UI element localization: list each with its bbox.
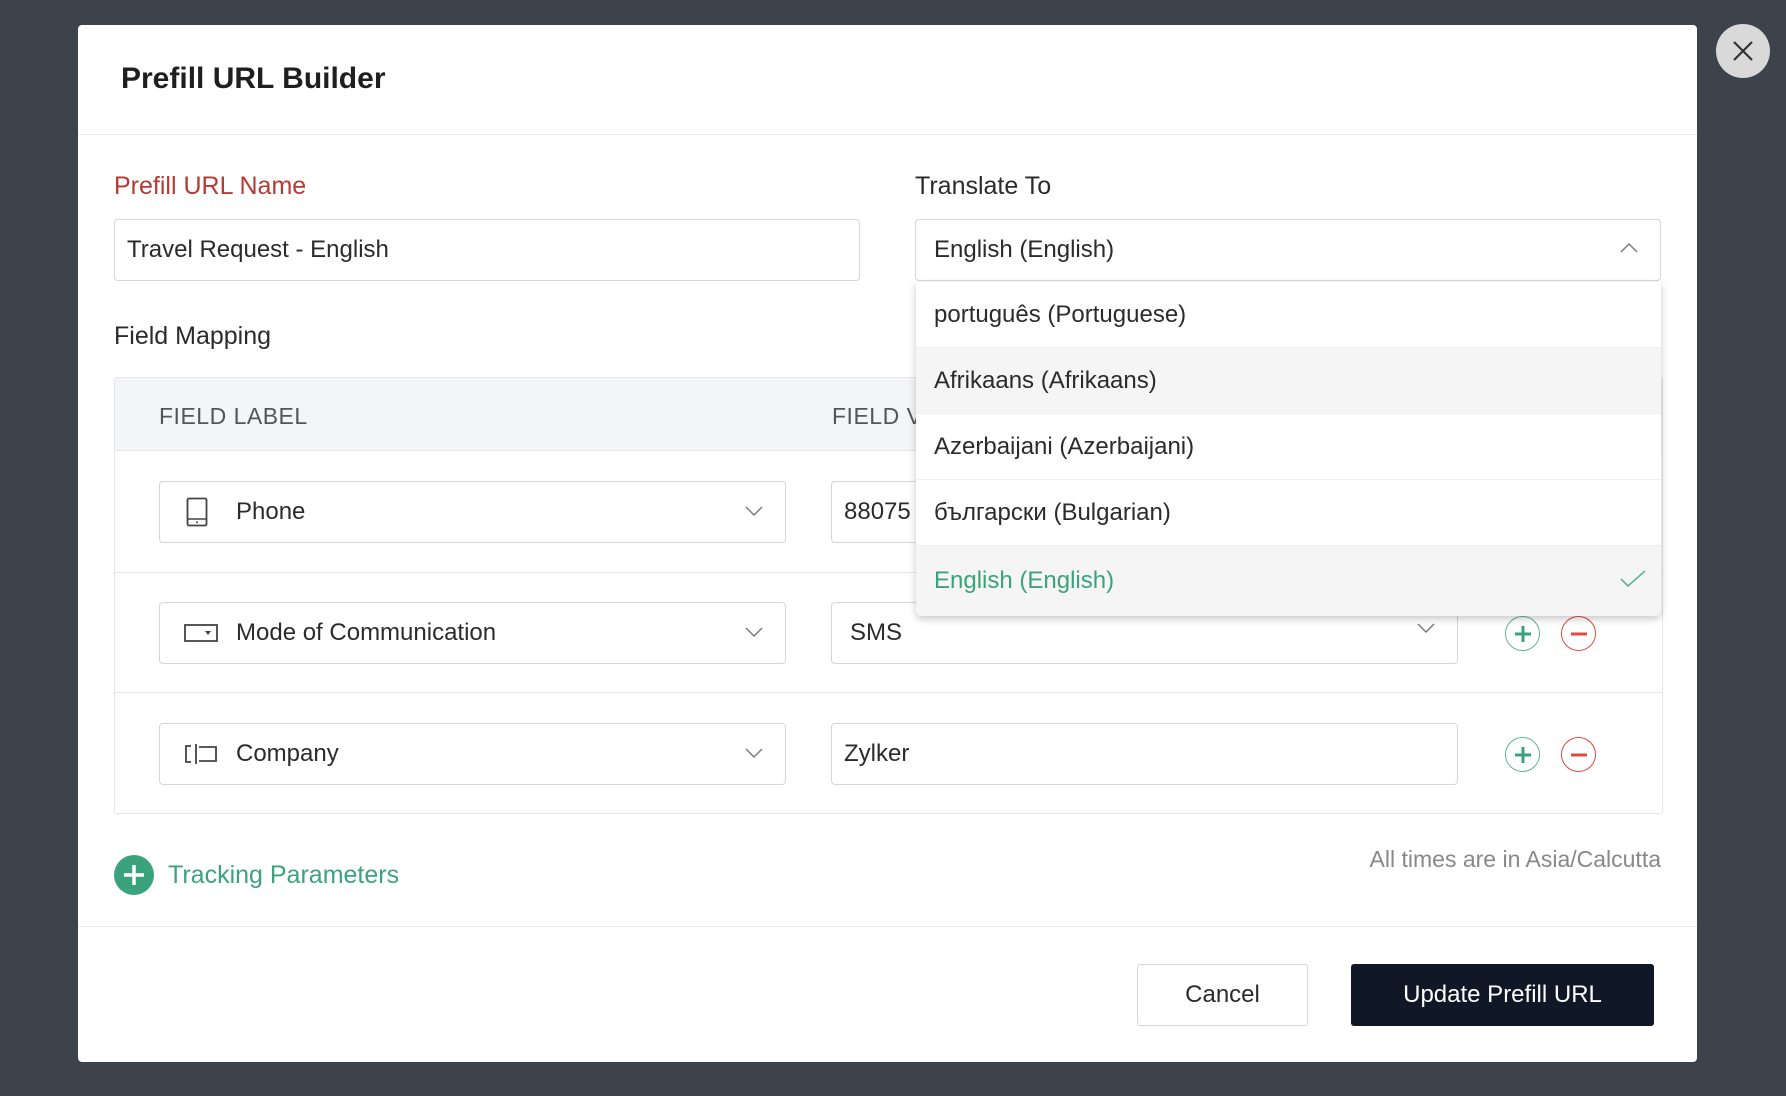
dialog-title: Prefill URL Builder xyxy=(121,62,386,95)
cancel-button[interactable]: Cancel xyxy=(1137,964,1308,1026)
row-divider xyxy=(115,692,1662,693)
plus-icon xyxy=(1514,746,1531,763)
field-label-select-company[interactable]: Company xyxy=(159,723,786,785)
update-prefill-url-button[interactable]: Update Prefill URL xyxy=(1351,964,1654,1026)
minus-icon xyxy=(1570,753,1587,756)
close-button[interactable] xyxy=(1716,24,1770,78)
field-label-value: Company xyxy=(236,740,339,767)
check-icon xyxy=(1620,570,1646,588)
tracking-parameters-label: Tracking Parameters xyxy=(168,860,400,889)
timezone-note: All times are in Asia/Calcutta xyxy=(1369,846,1661,872)
field-value-input-phone[interactable]: 88075 xyxy=(831,481,921,543)
option-label: English (English) xyxy=(934,567,1115,594)
chevron-down-icon xyxy=(745,748,763,758)
add-row-button[interactable] xyxy=(1505,737,1540,772)
close-icon xyxy=(1733,41,1753,61)
column-header-field-label: FIELD LABEL xyxy=(159,403,308,429)
chevron-down-icon xyxy=(745,627,763,637)
field-label-select-phone[interactable]: Phone xyxy=(159,481,786,543)
chevron-up-icon xyxy=(1620,243,1638,253)
field-value-input-company[interactable]: Zylker xyxy=(831,723,1458,785)
tracking-parameters-button[interactable]: Tracking Parameters xyxy=(114,855,399,895)
language-option[interactable]: português (Portuguese) xyxy=(916,282,1661,348)
footer-divider xyxy=(78,926,1697,927)
phone-icon xyxy=(186,497,208,527)
prefill-url-name-input[interactable]: Travel Request - English xyxy=(114,219,860,281)
add-row-button[interactable] xyxy=(1505,616,1540,651)
chevron-down-icon xyxy=(745,506,763,516)
field-label-value: Phone xyxy=(236,498,306,525)
dropdown-field-icon xyxy=(184,624,218,642)
translate-to-dropdown: português (Portuguese) Afrikaans (Afrika… xyxy=(916,282,1661,616)
translate-to-value: English (English) xyxy=(934,236,1115,263)
field-label-select-mode-of-communication[interactable]: Mode of Communication xyxy=(159,602,786,664)
translate-to-select[interactable]: English (English) xyxy=(915,219,1661,281)
minus-icon xyxy=(1570,632,1587,635)
header-divider xyxy=(78,134,1697,135)
language-option[interactable]: Azerbaijani (Azerbaijani) xyxy=(916,414,1661,480)
column-header-field-value: FIELD V xyxy=(832,403,923,429)
field-value: SMS xyxy=(850,619,903,646)
language-option-selected[interactable]: English (English) xyxy=(916,546,1661,616)
field-mapping-title: Field Mapping xyxy=(114,322,272,350)
single-line-icon xyxy=(185,744,217,764)
plus-icon xyxy=(1514,625,1531,642)
field-label-value: Mode of Communication xyxy=(236,619,497,646)
language-option[interactable]: български (Bulgarian) xyxy=(916,480,1661,546)
language-option[interactable]: Afrikaans (Afrikaans) xyxy=(916,348,1661,414)
chevron-down-icon xyxy=(1417,623,1435,633)
row-divider xyxy=(115,572,1662,573)
prefill-url-name-label: Prefill URL Name xyxy=(114,172,307,200)
remove-row-button[interactable] xyxy=(1561,737,1596,772)
translate-to-label: Translate To xyxy=(915,172,1052,200)
plus-circle-icon xyxy=(114,855,154,895)
remove-row-button[interactable] xyxy=(1561,616,1596,651)
